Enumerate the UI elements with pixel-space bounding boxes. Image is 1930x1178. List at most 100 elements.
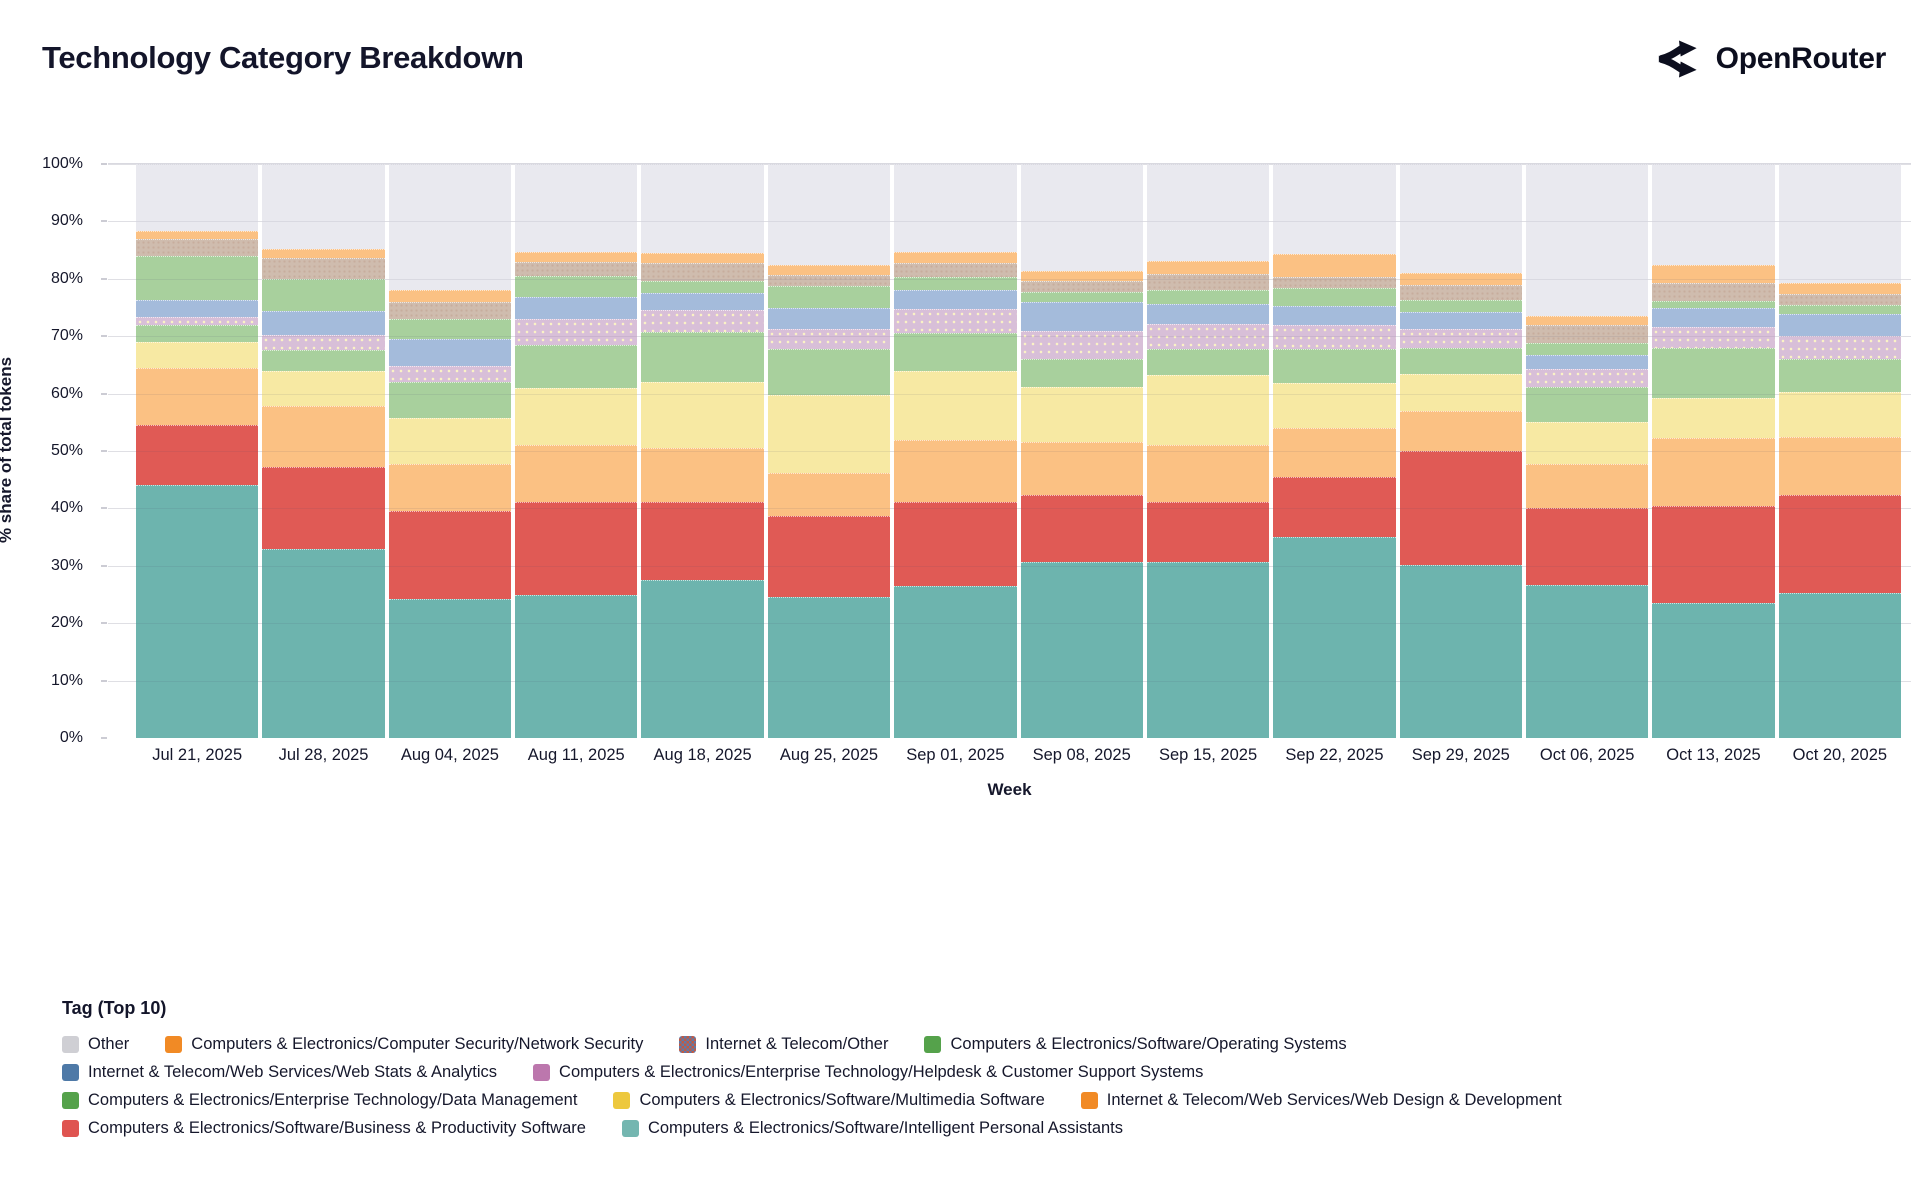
bar-segment-webstats[interactable] <box>1020 301 1143 331</box>
bar-segment-ipa[interactable] <box>515 594 638 738</box>
bar-segment-helpdesk[interactable] <box>641 309 764 332</box>
bar-segment-datamgmt[interactable] <box>1273 349 1396 384</box>
bar-segment-os[interactable] <box>1652 300 1775 308</box>
bar-segment-business[interactable] <box>894 501 1017 586</box>
stacked-bar-Aug-25-2025[interactable] <box>767 164 891 738</box>
bar-segment-os[interactable] <box>388 319 512 340</box>
bar-segment-webdesign[interactable] <box>1525 464 1649 509</box>
bar-segment-other[interactable] <box>388 164 512 291</box>
bar-segment-other[interactable] <box>1020 164 1143 271</box>
bar-segment-helpdesk[interactable] <box>1273 325 1396 350</box>
bar-segment-os[interactable] <box>894 277 1017 290</box>
bar-segment-business[interactable] <box>1146 502 1270 562</box>
bar-segment-other[interactable] <box>894 164 1017 253</box>
bar-segment-webdesign[interactable] <box>767 472 891 517</box>
bar-segment-multimedia[interactable] <box>1273 383 1396 429</box>
bar-segment-webdesign[interactable] <box>1146 445 1270 503</box>
bar-segment-other[interactable] <box>1399 164 1522 274</box>
bar-segment-telecom_other[interactable] <box>1020 281 1143 293</box>
bar-segment-webstats[interactable] <box>1778 313 1902 336</box>
bar-segment-webdesign[interactable] <box>894 440 1017 502</box>
bar-segment-telecom_other[interactable] <box>1778 294 1902 306</box>
bar-segment-business[interactable] <box>1020 495 1143 562</box>
bar-segment-multimedia[interactable] <box>1652 398 1775 438</box>
bar-segment-netsec[interactable] <box>1146 260 1270 275</box>
bar-segment-datamgmt[interactable] <box>1652 347 1775 399</box>
bar-segment-helpdesk[interactable] <box>1399 329 1522 348</box>
bar-segment-netsec[interactable] <box>136 231 259 239</box>
bar-segment-netsec[interactable] <box>262 249 385 258</box>
bar-segment-os[interactable] <box>136 255 259 301</box>
bar-segment-netsec[interactable] <box>1652 265 1775 283</box>
bar-segment-os[interactable] <box>1146 290 1270 304</box>
stacked-bar-Aug-18-2025[interactable] <box>641 164 764 738</box>
bar-segment-netsec[interactable] <box>641 253 764 264</box>
bar-segment-business[interactable] <box>1525 508 1649 586</box>
bar-segment-os[interactable] <box>1525 343 1649 355</box>
stacked-bar-Oct-20-2025[interactable] <box>1778 164 1902 738</box>
bar-segment-webdesign[interactable] <box>136 367 259 426</box>
bar-segment-multimedia[interactable] <box>136 341 259 368</box>
bar-segment-ipa[interactable] <box>1020 561 1143 738</box>
bar-segment-ipa[interactable] <box>1273 537 1396 738</box>
bar-segment-multimedia[interactable] <box>1399 374 1522 411</box>
bar-segment-other[interactable] <box>1652 164 1775 266</box>
bar-segment-helpdesk[interactable] <box>388 366 512 383</box>
bar-segment-other[interactable] <box>767 164 891 266</box>
bar-segment-business[interactable] <box>1778 494 1902 594</box>
stacked-bar-Sep-08-2025[interactable] <box>1020 164 1143 738</box>
bar-segment-helpdesk[interactable] <box>1020 330 1143 360</box>
bar-segment-os[interactable] <box>262 279 385 311</box>
legend-item-netsec[interactable]: Computers & Electronics/Computer Securit… <box>165 1035 643 1054</box>
bar-segment-helpdesk[interactable] <box>262 334 385 351</box>
bar-segment-os[interactable] <box>1778 305 1902 314</box>
bar-segment-business[interactable] <box>1652 506 1775 603</box>
bar-segment-telecom_other[interactable] <box>641 263 764 281</box>
bar-segment-os[interactable] <box>641 280 764 294</box>
bar-segment-webstats[interactable] <box>767 307 891 329</box>
bar-segment-multimedia[interactable] <box>1146 375 1270 446</box>
bar-segment-ipa[interactable] <box>136 485 259 738</box>
legend-item-other[interactable]: Other <box>62 1035 129 1054</box>
bar-segment-netsec[interactable] <box>388 290 512 302</box>
bar-segment-webstats[interactable] <box>515 297 638 320</box>
stacked-bar-Sep-22-2025[interactable] <box>1273 164 1396 738</box>
bar-segment-multimedia[interactable] <box>515 387 638 445</box>
bar-segment-webstats[interactable] <box>136 300 259 318</box>
bar-segment-webstats[interactable] <box>1652 307 1775 328</box>
bar-segment-telecom_other[interactable] <box>1525 325 1649 344</box>
bar-segment-ipa[interactable] <box>388 599 512 738</box>
bar-segment-webdesign[interactable] <box>388 464 512 512</box>
bar-segment-business[interactable] <box>1399 451 1522 565</box>
bar-segment-helpdesk[interactable] <box>767 328 891 350</box>
bar-segment-ipa[interactable] <box>1778 593 1902 738</box>
bar-segment-ipa[interactable] <box>1399 564 1522 738</box>
legend-item-business[interactable]: Computers & Electronics/Software/Busines… <box>62 1119 586 1138</box>
bar-segment-business[interactable] <box>136 425 259 486</box>
bar-segment-netsec[interactable] <box>1273 253 1396 277</box>
bar-segment-telecom_other[interactable] <box>1652 282 1775 301</box>
bar-segment-webdesign[interactable] <box>641 448 764 503</box>
bar-segment-os[interactable] <box>1020 292 1143 302</box>
bar-segment-datamgmt[interactable] <box>1399 347 1522 375</box>
bar-segment-datamgmt[interactable] <box>262 350 385 371</box>
stacked-bar-Jul-28-2025[interactable] <box>262 164 385 738</box>
bar-segment-telecom_other[interactable] <box>262 257 385 280</box>
bar-segment-ipa[interactable] <box>1652 602 1775 738</box>
bar-segment-helpdesk[interactable] <box>1146 323 1270 349</box>
bar-segment-multimedia[interactable] <box>1525 422 1649 465</box>
stacked-bar-Aug-11-2025[interactable] <box>515 164 638 738</box>
bar-segment-other[interactable] <box>515 164 638 252</box>
bar-segment-os[interactable] <box>767 286 891 308</box>
bar-segment-os[interactable] <box>1399 299 1522 313</box>
bar-segment-webstats[interactable] <box>1399 312 1522 330</box>
bar-segment-netsec[interactable] <box>1525 316 1649 326</box>
stacked-bar-Sep-29-2025[interactable] <box>1399 164 1522 738</box>
bar-segment-webdesign[interactable] <box>1399 410 1522 452</box>
bar-segment-other[interactable] <box>641 164 764 254</box>
bar-segment-telecom_other[interactable] <box>767 274 891 287</box>
bar-segment-multimedia[interactable] <box>1778 392 1902 438</box>
bar-segment-other[interactable] <box>1525 164 1649 317</box>
bar-segment-netsec[interactable] <box>515 251 638 262</box>
stacked-bar-Sep-01-2025[interactable] <box>894 164 1017 738</box>
